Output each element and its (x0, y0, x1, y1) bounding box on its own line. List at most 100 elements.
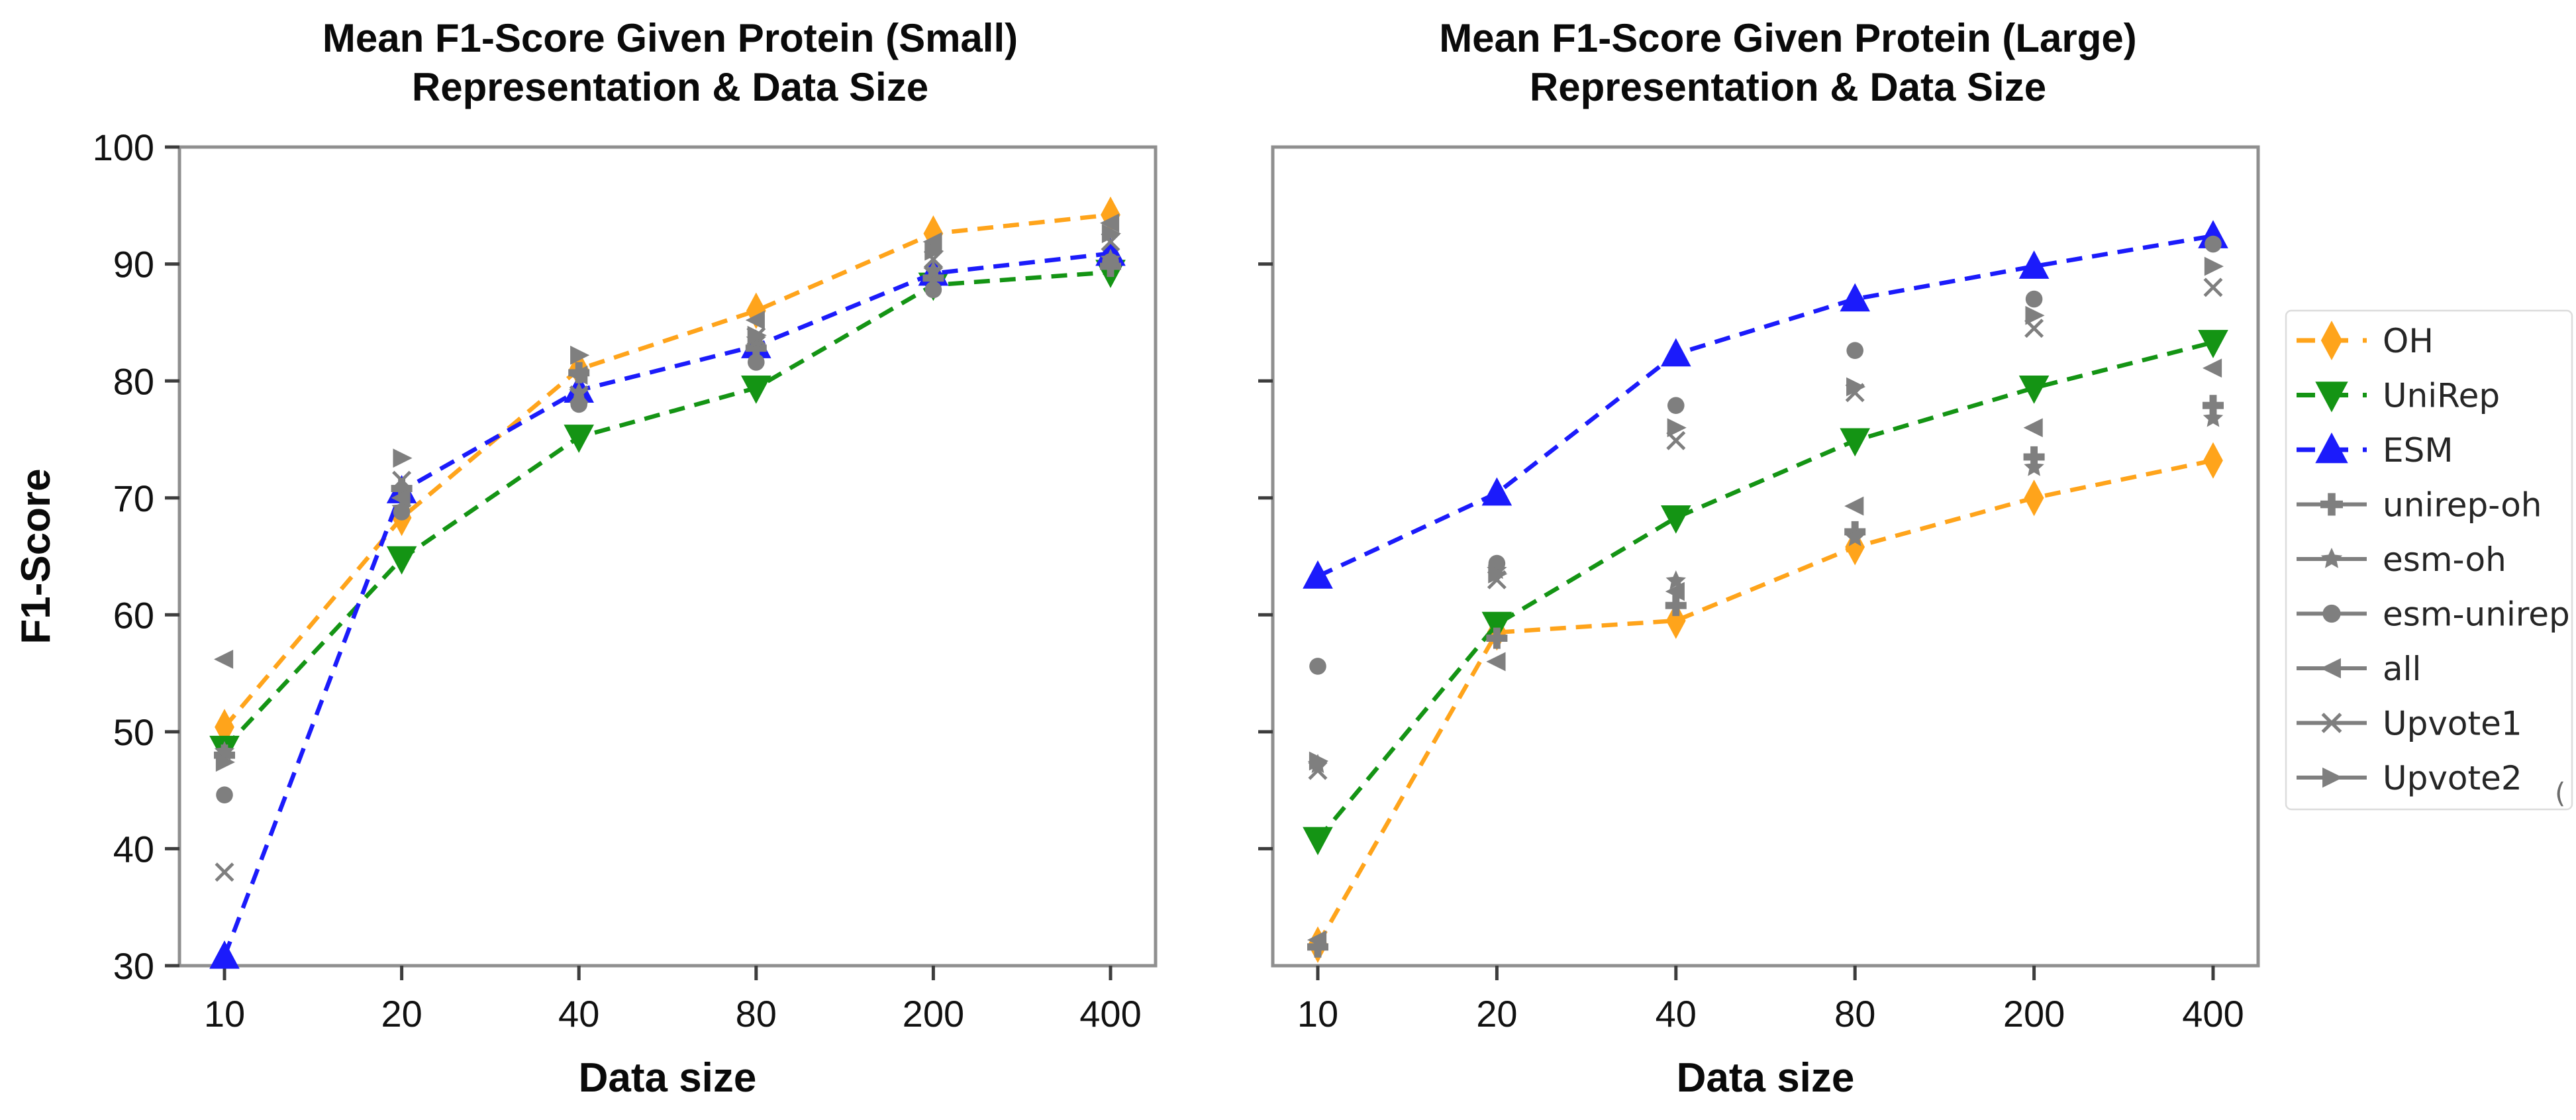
chart-title-line: Mean F1-Score Given Protein (Small) (322, 16, 1018, 60)
triangle-down-marker-icon (1840, 428, 1870, 457)
x-axis-label: Data size (1677, 1055, 1855, 1101)
plus-marker-icon (922, 267, 944, 289)
series-line-OH (223, 213, 1111, 729)
circle-marker-icon (2322, 604, 2341, 623)
star-marker-icon (569, 382, 589, 401)
legend-entry-Upvote2: Upvote2 (2297, 759, 2522, 797)
circle-marker-icon (1667, 397, 1685, 415)
chart-small: Mean F1-Score Given Protein (Small) Repre… (13, 16, 1158, 1101)
x-tick-label: 20 (1476, 993, 1517, 1035)
triangle-down-marker-icon (2198, 330, 2228, 358)
y-tick-label: 100 (93, 127, 154, 168)
triangle-down-marker-icon (1303, 827, 1333, 856)
y-axis-label: F1-Score (13, 468, 59, 644)
triangle-left-marker-icon (922, 232, 942, 252)
triangle-left-marker-icon (1665, 582, 1685, 601)
triangle-up-marker-icon (1303, 560, 1333, 589)
triangle-right-marker-icon (1846, 377, 1866, 397)
triangle-up-marker-icon (1840, 283, 1870, 312)
triangle-down-marker-icon (741, 376, 771, 404)
triangle-right-marker-icon (2204, 256, 2224, 276)
chart-title-line: Representation & Data Size (1530, 65, 2046, 109)
triangle-right-marker-icon (1101, 224, 1121, 244)
legend-entry-unirep-oh: unirep-oh (2297, 486, 2542, 525)
legend-entry-OH: OH (2297, 321, 2434, 360)
circle-marker-icon (216, 786, 233, 804)
y-tick-label: 70 (113, 478, 154, 519)
x-tick-label: 10 (1297, 993, 1338, 1035)
plus-marker-icon (391, 478, 413, 499)
triangle-down-marker-icon (2018, 376, 2050, 404)
x-tick-label: 200 (2003, 993, 2065, 1035)
plot-frame (177, 145, 1158, 968)
x-marker-icon (215, 862, 234, 882)
triangle-right-marker-icon (2322, 767, 2343, 788)
triangle-down-marker-icon (2315, 382, 2348, 413)
triangle-left-marker-icon (2320, 658, 2341, 679)
x-tick-label: 80 (736, 993, 777, 1035)
plus-marker-icon (1486, 627, 1508, 649)
x-marker-icon (2203, 278, 2223, 297)
triangle-left-marker-icon (2023, 418, 2043, 438)
y-tick-label: 80 (113, 360, 154, 402)
legend-entry-ESM: ESM (2297, 431, 2453, 470)
star-marker-icon (2024, 456, 2044, 476)
legend-entry-label: ESM (2383, 431, 2453, 470)
series-line-ESM (1316, 233, 2214, 578)
x-tick-label: 80 (1834, 993, 1875, 1035)
circle-marker-icon (1309, 658, 1326, 675)
y-tick-label: 50 (113, 711, 154, 753)
triangle-right-marker-icon (747, 325, 767, 345)
triangle-up-marker-icon (2018, 250, 2050, 279)
x-tick-label: 10 (204, 993, 245, 1035)
triangle-right-marker-icon (570, 345, 590, 365)
triangle-right-marker-icon (393, 448, 413, 468)
diamond-marker-icon (1665, 602, 1686, 639)
chart-title-line: Representation & Data Size (412, 65, 928, 109)
plus-marker-icon (1307, 936, 1328, 958)
plus-marker-icon (2320, 493, 2343, 516)
diamond-marker-icon (2024, 480, 2044, 517)
x-tick-label: 200 (903, 993, 964, 1035)
plus-marker-icon (745, 337, 767, 359)
x-axis-label: Data size (579, 1055, 757, 1101)
plot-frame (1271, 145, 2260, 968)
legend-entry-all: all (2297, 650, 2421, 688)
legend-entry-label: unirep-oh (2383, 486, 2542, 525)
star-marker-icon (2320, 548, 2343, 568)
x-tick-label: 400 (1079, 993, 1141, 1035)
triangle-right-marker-icon (215, 752, 235, 772)
series-line-ESM (222, 251, 1111, 958)
diamond-marker-icon (2320, 321, 2343, 360)
triangle-down-marker-icon (1661, 505, 1691, 534)
circle-marker-icon (924, 281, 942, 299)
x-marker-icon (2321, 713, 2342, 733)
legend-frame (2285, 309, 2573, 811)
legend-entry-Upvote1: Upvote1 (2297, 705, 2522, 743)
legend-entry-esm-oh: esm-oh (2297, 540, 2506, 579)
legend-entry-label: esm-unirep (2383, 595, 2570, 634)
star-marker-icon (2203, 407, 2224, 427)
triangle-left-marker-icon (391, 488, 411, 508)
chart-title-line: Mean F1-Score Given Protein (Large) (1439, 16, 2137, 60)
triangle-down-marker-icon (1481, 611, 1512, 640)
triangle-right-marker-icon (924, 241, 944, 261)
triangle-up-marker-icon (2315, 433, 2348, 464)
plus-marker-icon (2203, 395, 2224, 417)
triangle-left-marker-icon (1844, 496, 1864, 516)
diamond-marker-icon (923, 215, 944, 252)
triangle-left-marker-icon (745, 310, 765, 330)
triangle-up-marker-icon (1661, 338, 1691, 367)
y-tick-label: 60 (113, 594, 154, 636)
circle-marker-icon (2025, 290, 2043, 308)
circle-marker-icon (748, 354, 765, 371)
y-tick-label: 90 (113, 244, 154, 285)
circle-marker-icon (570, 395, 587, 413)
triangle-left-marker-icon (1100, 213, 1120, 233)
triangle-right-marker-icon (2025, 305, 2045, 325)
plus-marker-icon (1665, 595, 1687, 617)
legend-entry-UniRep: UniRep (2297, 377, 2500, 415)
star-marker-icon (923, 260, 944, 280)
